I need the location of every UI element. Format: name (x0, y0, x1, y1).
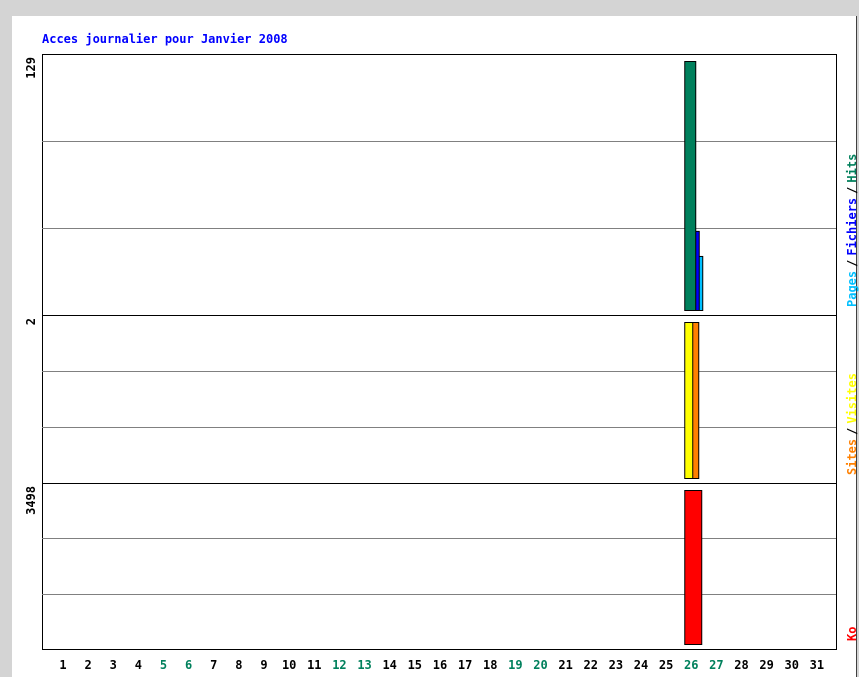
panel (42, 483, 837, 650)
x-tick-label: 27 (709, 658, 723, 672)
bar (684, 322, 694, 479)
x-tick-label: 29 (759, 658, 773, 672)
x-tick-label: 14 (382, 658, 396, 672)
x-tick-label: 24 (634, 658, 648, 672)
legend-entry: Sites (845, 439, 859, 475)
x-tick-label: 25 (659, 658, 673, 672)
legend-separator: / (845, 428, 859, 435)
x-tick-label: 10 (282, 658, 296, 672)
legend-entry: Visites (845, 373, 859, 424)
x-tick-label: 26 (684, 658, 698, 672)
legend-entry: Ko (845, 627, 859, 641)
legend: Pages / Fichiers / Hits (845, 154, 859, 307)
legend: Ko (845, 627, 859, 641)
background (12, 16, 856, 677)
bar (684, 490, 703, 645)
y-tick-label: 2 (24, 318, 38, 325)
legend-entry: Pages (845, 271, 859, 307)
x-tick-label: 21 (558, 658, 572, 672)
x-tick-label: 28 (734, 658, 748, 672)
x-tick-label: 13 (357, 658, 371, 672)
legend-separator: / (845, 187, 859, 194)
x-tick-label: 12 (332, 658, 346, 672)
x-tick-label: 1 (59, 658, 66, 672)
x-tick-label: 4 (135, 658, 142, 672)
chart-title: Acces journalier pour Janvier 2008 (42, 32, 288, 46)
x-tick-label: 22 (584, 658, 598, 672)
y-tick-label: 3498 (24, 486, 38, 515)
y-tick-label: 129 (24, 57, 38, 79)
legend-separator: / (845, 260, 859, 267)
x-tick-label: 31 (810, 658, 824, 672)
x-tick-label: 3 (110, 658, 117, 672)
x-tick-label: 15 (408, 658, 422, 672)
x-tick-label: 30 (785, 658, 799, 672)
x-tick-label: 6 (185, 658, 192, 672)
x-tick-label: 11 (307, 658, 321, 672)
x-tick-label: 2 (85, 658, 92, 672)
x-tick-label: 16 (433, 658, 447, 672)
x-tick-label: 5 (160, 658, 167, 672)
legend-entry: Hits (845, 154, 859, 183)
x-tick-label: 18 (483, 658, 497, 672)
x-tick-label: 20 (533, 658, 547, 672)
x-tick-label: 8 (235, 658, 242, 672)
legend-entry: Fichiers (845, 198, 859, 256)
x-tick-label: 23 (609, 658, 623, 672)
bar (684, 61, 697, 311)
x-tick-label: 17 (458, 658, 472, 672)
legend: Sites / Visites (845, 373, 859, 475)
x-tick-label: 9 (260, 658, 267, 672)
x-tick-label: 7 (210, 658, 217, 672)
x-tick-label: 19 (508, 658, 522, 672)
